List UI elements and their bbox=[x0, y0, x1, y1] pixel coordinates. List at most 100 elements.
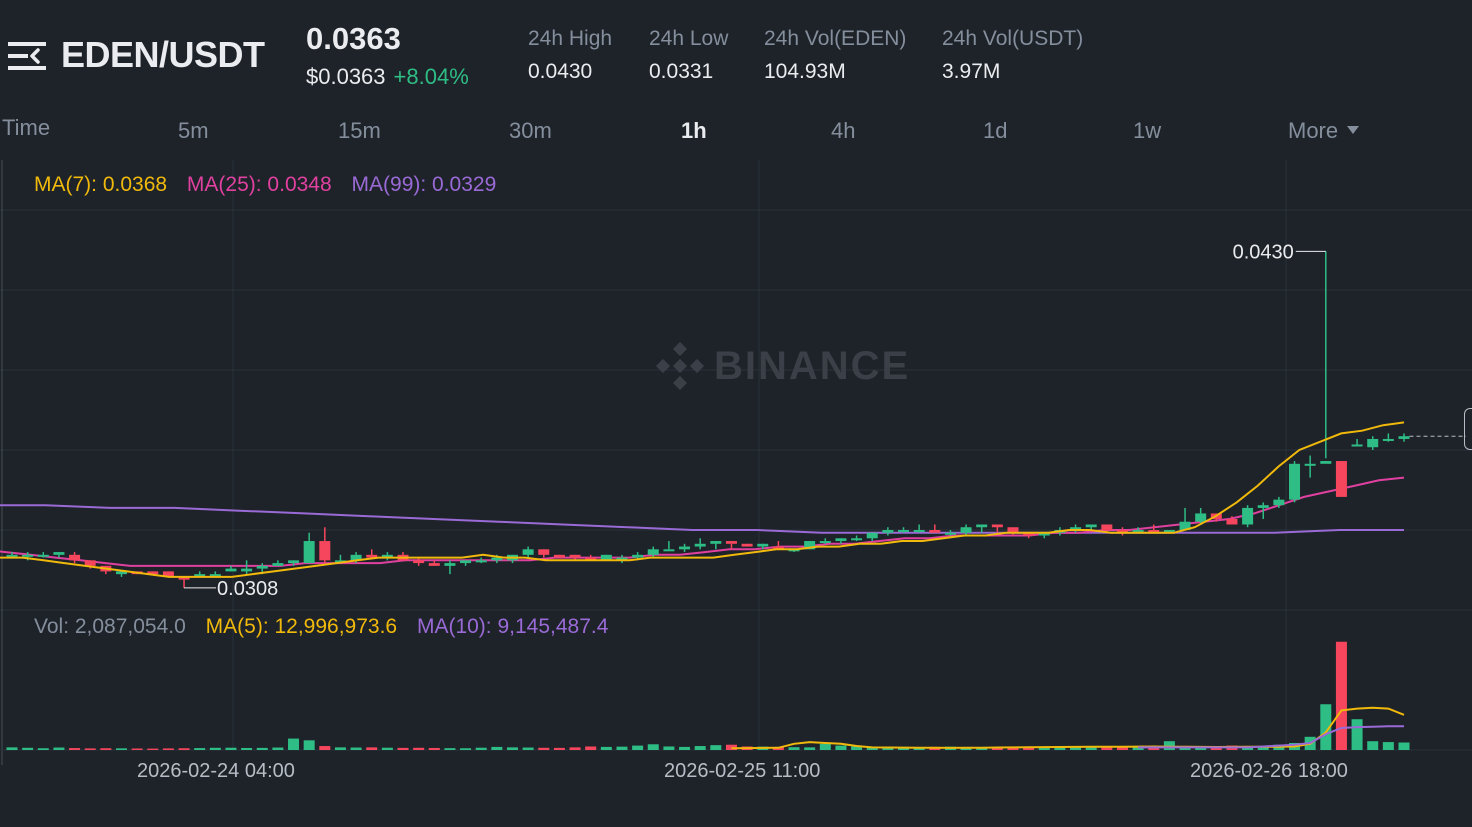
fiat-price: $0.0363 bbox=[306, 64, 386, 89]
volume-bar bbox=[600, 746, 612, 750]
candle-body bbox=[1335, 461, 1347, 497]
candle-body bbox=[1257, 505, 1269, 508]
candle-body bbox=[898, 530, 910, 532]
ma7-label: MA(7): 0.0368 bbox=[34, 173, 168, 196]
tab-1d[interactable]: 1d bbox=[983, 118, 1008, 143]
volume-bar bbox=[616, 746, 628, 750]
candle-body bbox=[37, 554, 49, 557]
volume-bar bbox=[334, 747, 346, 750]
trading-pair-title[interactable]: EDEN/USDT bbox=[61, 34, 265, 75]
volume-bar bbox=[460, 748, 472, 750]
candle-body bbox=[553, 554, 565, 558]
candle-body bbox=[444, 563, 456, 566]
candle-body bbox=[1070, 527, 1082, 530]
volume-bar bbox=[788, 747, 800, 750]
time-axis-label: 2026-02-24 04:00 bbox=[137, 760, 295, 782]
candle-body bbox=[1304, 463, 1316, 466]
candle-body bbox=[1398, 436, 1410, 439]
ma7-line bbox=[0, 421, 1405, 578]
candle-body bbox=[882, 530, 894, 533]
current-price-tag[interactable] bbox=[1464, 408, 1472, 450]
volume-bar bbox=[131, 748, 143, 750]
stat-24h-low: 24h Low 0.0331 bbox=[649, 27, 728, 84]
price-chart[interactable]: 0.0430 0.0308 bbox=[0, 160, 1472, 770]
candle-body bbox=[1148, 530, 1160, 533]
candle-body bbox=[1195, 513, 1207, 522]
candle-body bbox=[1367, 438, 1379, 448]
candle-body bbox=[22, 554, 34, 557]
candle-body bbox=[600, 554, 612, 561]
candle-body bbox=[209, 574, 221, 577]
candle-body bbox=[694, 543, 706, 547]
volume-bar bbox=[256, 747, 268, 750]
candle-body bbox=[929, 530, 941, 533]
candle-body bbox=[804, 541, 816, 550]
ma7-path bbox=[0, 421, 1405, 578]
volume-bar bbox=[491, 746, 503, 750]
stat-label: 24h Vol(EDEN) bbox=[764, 27, 907, 50]
price-change-percent: +8.04% bbox=[393, 64, 469, 89]
ma25-path bbox=[0, 476, 1405, 567]
volume-bar bbox=[538, 747, 550, 750]
candle-body bbox=[1382, 438, 1394, 441]
tab-15m[interactable]: 15m bbox=[338, 118, 381, 143]
volume-bar bbox=[1320, 704, 1332, 750]
candle-body bbox=[178, 576, 190, 580]
watermark: BINANCE bbox=[652, 340, 908, 397]
volume-bar bbox=[1148, 746, 1160, 750]
volume-bar bbox=[381, 747, 393, 750]
volume-bar bbox=[663, 746, 675, 750]
tab-5m[interactable]: 5m bbox=[178, 118, 209, 143]
volume-bar bbox=[1398, 742, 1410, 750]
volume-bar bbox=[397, 747, 409, 750]
candle-body bbox=[147, 571, 159, 575]
tab-time[interactable]: Time bbox=[2, 115, 51, 140]
stat-value: 104.93M bbox=[764, 60, 846, 83]
volume-bar bbox=[413, 747, 425, 750]
volume-ma5-path bbox=[731, 706, 1405, 750]
volume-bar bbox=[22, 747, 34, 750]
interval-tabs: Time 5m 15m 30m 1h 4h 1d 1w More bbox=[0, 115, 1472, 158]
tab-4h[interactable]: 4h bbox=[831, 118, 856, 143]
candle-body bbox=[991, 524, 1003, 528]
volume-bar bbox=[319, 746, 331, 750]
tab-1h[interactable]: 1h bbox=[681, 118, 707, 143]
candle-body bbox=[1132, 530, 1144, 533]
candle-body bbox=[569, 554, 581, 558]
tab-more[interactable]: More bbox=[1288, 118, 1360, 144]
volume-bar bbox=[882, 747, 894, 750]
candle-body bbox=[319, 541, 331, 561]
volume-bar bbox=[647, 744, 659, 750]
volume-bar bbox=[53, 747, 65, 750]
volume-bar bbox=[84, 748, 96, 750]
tab-1w[interactable]: 1w bbox=[1133, 118, 1162, 143]
candle-body bbox=[350, 554, 362, 561]
ma99-line bbox=[0, 504, 1404, 534]
candlesticks bbox=[6, 251, 1410, 588]
candle-body bbox=[741, 543, 753, 547]
candle-body bbox=[866, 532, 878, 539]
menu-icon[interactable] bbox=[8, 38, 48, 74]
candle-body bbox=[585, 557, 597, 561]
volume-bar bbox=[1367, 741, 1379, 750]
candle-body bbox=[460, 560, 472, 564]
caret-down-icon bbox=[1347, 126, 1360, 135]
volume-bar bbox=[428, 747, 440, 750]
volume-bar bbox=[350, 747, 362, 750]
stat-value: 0.0331 bbox=[649, 60, 714, 83]
ticker-header: EDEN/USDT 0.0363 $0.0363 +8.04% 24h High … bbox=[0, 0, 1472, 110]
volume-bar bbox=[1116, 747, 1128, 750]
volume-bar bbox=[679, 746, 691, 750]
tab-30m[interactable]: 30m bbox=[509, 118, 552, 143]
volume-bar bbox=[991, 747, 1003, 750]
candle-body bbox=[475, 560, 487, 563]
candle-body bbox=[976, 524, 988, 528]
volume-bar bbox=[1085, 747, 1097, 750]
ma99-path bbox=[0, 504, 1404, 534]
candle-body bbox=[913, 530, 925, 532]
candle-body bbox=[632, 554, 644, 558]
volume-bar bbox=[835, 745, 847, 750]
candle-body bbox=[710, 541, 722, 544]
candle-body bbox=[194, 574, 206, 577]
volume-bar bbox=[1351, 719, 1363, 750]
